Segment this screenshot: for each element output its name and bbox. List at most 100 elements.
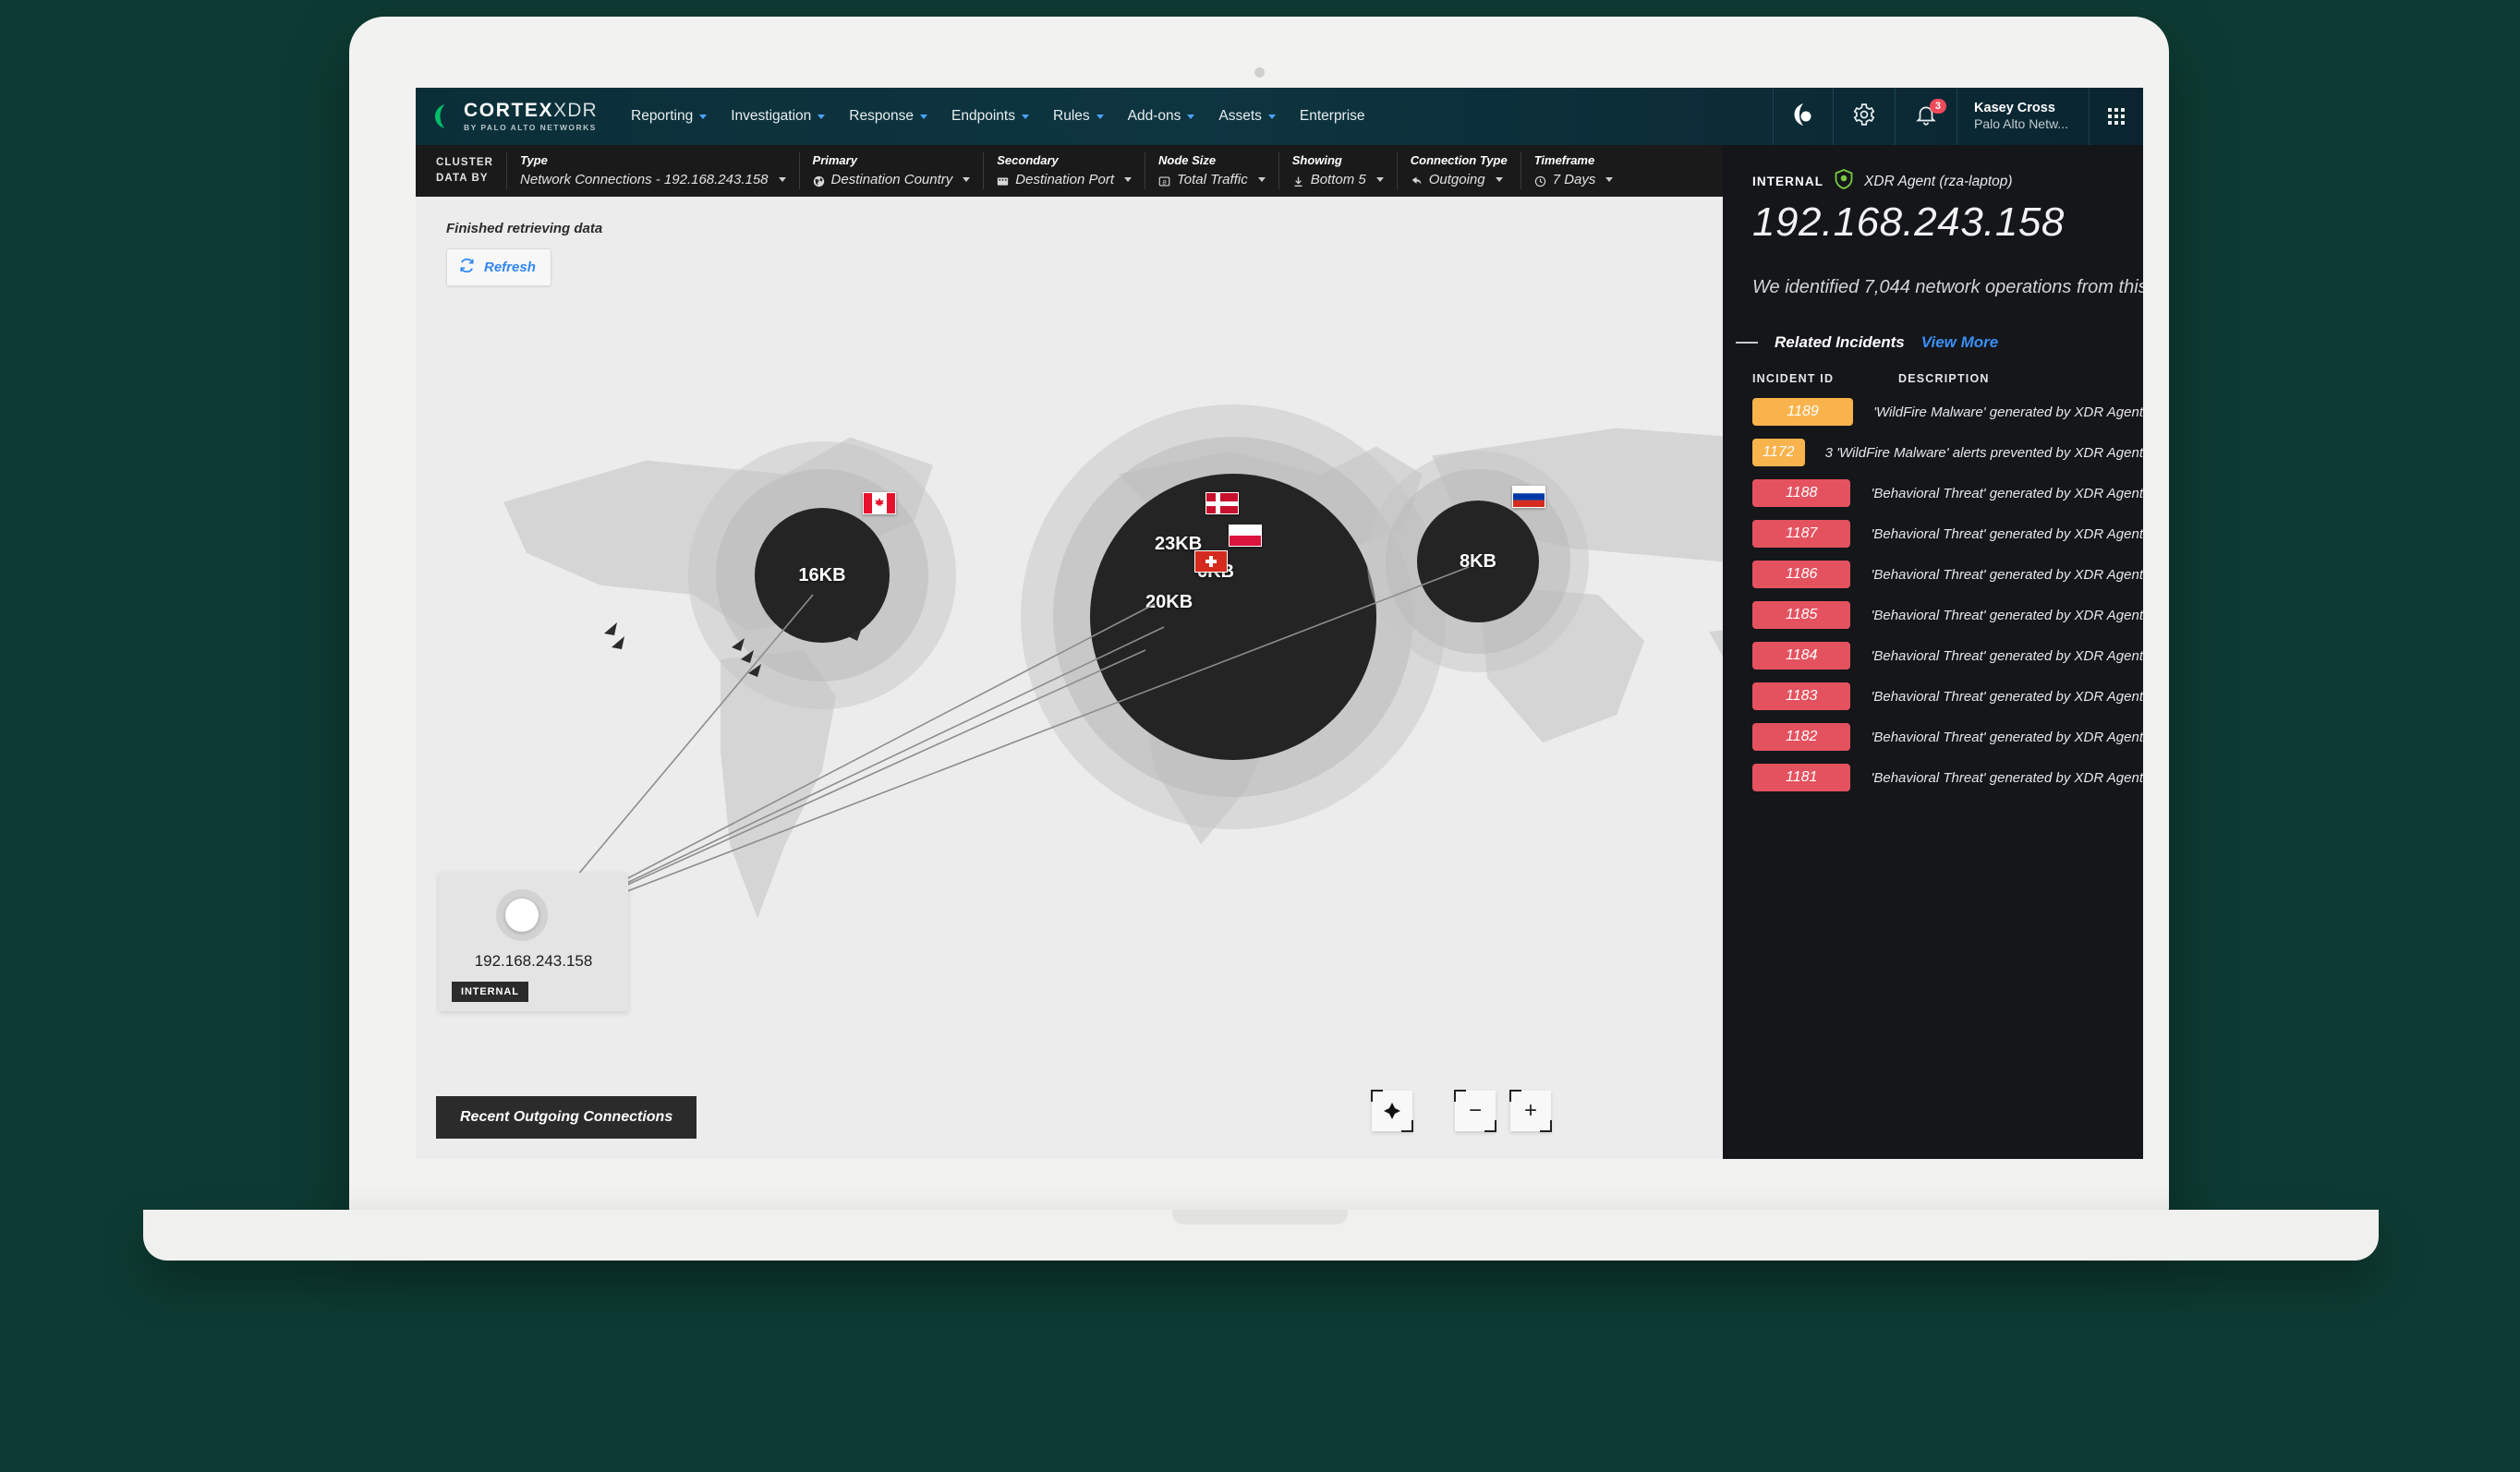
nav-label: Add-ons [1127, 108, 1181, 124]
filter-title: Primary [812, 152, 857, 167]
user-menu[interactable]: Kasey Cross Palo Alto Netw... [1957, 88, 2089, 145]
incident-description: 'Behavioral Threat' generated by XDR Age… [1871, 485, 2143, 501]
chevron-down-icon [1267, 114, 1276, 119]
app-screen: CORTEXXDR BY PALO ALTO NETWORKS Reportin… [416, 88, 2143, 1159]
table-row[interactable]: 1185 'Behavioral Threat' generated by XD… [1752, 601, 2143, 629]
filter-value: Destination Port [997, 170, 1132, 190]
nav-item-assets[interactable]: Assets [1218, 108, 1276, 125]
nav-item-add-ons[interactable]: Add-ons [1128, 108, 1195, 125]
nav-item-response[interactable]: Response [849, 108, 928, 125]
table-row[interactable]: 1183 'Behavioral Threat' generated by XD… [1752, 682, 2143, 710]
svg-text:B: B [1162, 179, 1167, 186]
filter-connection-type[interactable]: Connection Type Outgoing [1396, 151, 1520, 190]
filter-secondary[interactable]: Secondary Destination Port [983, 151, 1145, 190]
table-row[interactable]: 1189 'WildFire Malware' generated by XDR… [1752, 398, 2143, 426]
table-row[interactable]: 1186 'Behavioral Threat' generated by XD… [1752, 561, 2143, 588]
incident-description: 3 'WildFire Malware' alerts prevented by… [1824, 444, 2143, 461]
filter-primary[interactable]: Primary Destination Country [798, 151, 984, 190]
node-value-switzerland: 20KB [1145, 592, 1193, 612]
chevron-down-icon [1375, 176, 1384, 182]
shield-icon [1835, 169, 1853, 194]
table-row[interactable]: 1181 'Behavioral Threat' generated by XD… [1752, 764, 2143, 791]
brand-logo[interactable]: CORTEXXDR BY PALO ALTO NETWORKS [416, 101, 614, 132]
table-row[interactable]: 1188 'Behavioral Threat' generated by XD… [1752, 479, 2143, 507]
map-node-russia[interactable]: 8KB [1417, 501, 1539, 622]
nav-label: Response [849, 108, 915, 124]
incident-description: 'Behavioral Threat' generated by XDR Age… [1871, 769, 2143, 786]
filter-timeframe[interactable]: Timeframe 7 Days [1520, 151, 1627, 190]
filter-type[interactable]: Type Network Connections - 192.168.243.1… [506, 151, 799, 190]
filter-value-text: Destination Country [830, 171, 953, 187]
incident-id-badge: 1181 [1752, 764, 1851, 791]
table-row[interactable]: 1184 'Behavioral Threat' generated by XD… [1752, 642, 2143, 670]
source-internal-badge: INTERNAL [452, 982, 528, 1002]
filter-title: Showing [1291, 152, 1342, 167]
nav-item-rules[interactable]: Rules [1053, 108, 1104, 125]
table-row[interactable]: 1172 3 'WildFire Malware' alerts prevent… [1752, 439, 2143, 466]
table-header-row: INCIDENT ID DESCRIPTION [1752, 372, 2143, 385]
center-map-button[interactable] [1371, 1090, 1413, 1132]
nav-item-endpoints[interactable]: Endpoints [951, 108, 1029, 125]
arrow-back-icon [1411, 174, 1423, 186]
cortex-assistant-icon [1792, 102, 1814, 132]
table-row[interactable]: 1187 'Behavioral Threat' generated by XD… [1752, 520, 2143, 548]
filter-value: B Total Traffic [1158, 170, 1266, 190]
filter-value: Network Connections - 192.168.243.158 [520, 170, 786, 190]
table-row[interactable]: 1182 'Behavioral Threat' generated by XD… [1752, 723, 2143, 751]
notifications-button[interactable]: 3 [1895, 88, 1957, 145]
map-node-canada[interactable]: 16KB [755, 508, 890, 643]
filter-title: Timeframe [1533, 152, 1595, 167]
map-node-cluster-europe[interactable] [1090, 474, 1376, 760]
nav-label: Reporting [631, 108, 694, 124]
filter-node-size[interactable]: Node Size B Total Traffic [1145, 151, 1278, 190]
related-incidents-header: Related Incidents View More [1723, 333, 2143, 352]
brand-title: CORTEX [464, 100, 554, 122]
app-switcher-button[interactable] [2089, 88, 2143, 145]
download-icon [1292, 174, 1304, 187]
chevron-down-icon [1124, 176, 1132, 182]
refresh-button[interactable]: Refresh [446, 248, 551, 286]
nav-item-enterprise[interactable]: Enterprise [1300, 108, 1365, 125]
chevron-down-icon [699, 114, 708, 119]
chevron-down-icon [1187, 114, 1195, 119]
flag-icon-russia [1512, 486, 1545, 508]
column-header-incident-id: INCIDENT ID [1752, 372, 1835, 385]
incident-id-badge: 1182 [1752, 723, 1851, 751]
map-status-text: Finished retrieving data [446, 221, 603, 236]
flag-icon-switzerland [1194, 550, 1228, 573]
flag-icon-poland [1229, 525, 1262, 547]
chevron-down-icon [1495, 176, 1503, 182]
settings-button[interactable] [1833, 88, 1895, 145]
zoom-in-button[interactable]: + [1509, 1090, 1552, 1132]
zoom-out-button[interactable]: − [1454, 1090, 1496, 1132]
node-value-denmark: 23KB [1155, 534, 1203, 554]
source-node-tooltip[interactable]: 192.168.243.158 INTERNAL [439, 873, 628, 1011]
filter-value: 7 Days [1534, 170, 1614, 190]
flag-icon-canada [863, 492, 896, 514]
bytes-icon: B [1158, 174, 1170, 187]
view-more-link[interactable]: View More [1920, 333, 1999, 351]
filter-title: Type [520, 152, 548, 167]
recent-outgoing-connections-tab[interactable]: Recent Outgoing Connections [436, 1096, 697, 1139]
nav-label: Assets [1218, 108, 1262, 124]
source-node-dot[interactable] [505, 899, 539, 932]
brand-subtitle: BY PALO ALTO NETWORKS [464, 123, 597, 133]
top-navigation-bar: CORTEXXDR BY PALO ALTO NETWORKS Reportin… [416, 88, 2143, 145]
map-center-control [1371, 1090, 1413, 1132]
detail-internal-badge: INTERNAL [1752, 175, 1824, 188]
map-zoom-controls: − + [1454, 1090, 1552, 1132]
collapse-icon[interactable] [1736, 342, 1758, 344]
refresh-icon [458, 257, 476, 278]
nav-item-reporting[interactable]: Reporting [631, 108, 708, 125]
node-value: 8KB [1459, 550, 1496, 572]
detail-agent-label: XDR Agent (rza-laptop) [1864, 173, 2013, 189]
entity-detail-panel: INTERNAL XDR Agent (rza-laptop) 192.168.… [1723, 145, 2143, 1159]
incident-id-badge: 1189 [1752, 398, 1854, 426]
assistant-button[interactable] [1773, 88, 1833, 145]
incident-id-badge: 1188 [1752, 479, 1851, 507]
filter-showing[interactable]: Showing Bottom 5 [1278, 151, 1397, 190]
nav-item-investigation[interactable]: Investigation [731, 108, 826, 125]
detail-ip-title: 192.168.243.158 [1752, 199, 2065, 245]
filter-value: Destination Country [813, 170, 971, 190]
nav-label: Endpoints [951, 108, 1015, 124]
